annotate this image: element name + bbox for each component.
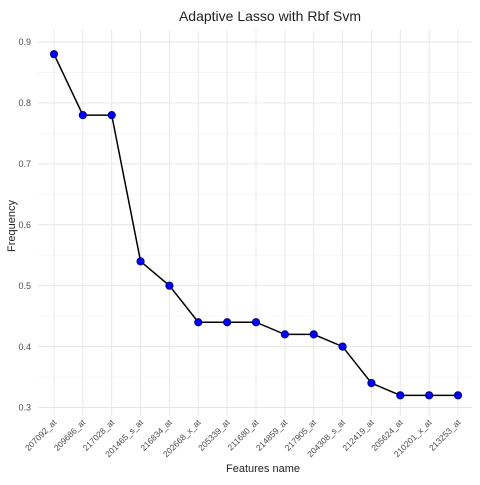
y-tick-label: 0.9 bbox=[18, 37, 31, 47]
data-point bbox=[367, 379, 376, 388]
data-point bbox=[453, 391, 463, 400]
y-tick-label: 0.3 bbox=[18, 403, 31, 413]
y-tick-label: 0.6 bbox=[18, 220, 31, 230]
y-tick-label: 0.4 bbox=[18, 342, 31, 352]
y-axis-ticks: 0.3 0.4 0.5 0.6 0.7 0.8 0.9 bbox=[18, 37, 31, 413]
data-point bbox=[425, 391, 434, 400]
data-points bbox=[49, 50, 463, 400]
grid bbox=[38, 30, 472, 416]
data-point bbox=[396, 391, 405, 400]
data-point bbox=[136, 257, 145, 266]
data-point bbox=[194, 318, 203, 327]
data-point bbox=[309, 330, 318, 339]
data-point bbox=[338, 342, 347, 351]
data-point bbox=[251, 318, 261, 327]
y-axis-title: Frequency bbox=[6, 200, 18, 252]
x-axis-title: Features name bbox=[226, 463, 300, 475]
data-point bbox=[78, 111, 87, 120]
y-tick-label: 0.8 bbox=[18, 98, 31, 108]
data-point bbox=[165, 281, 174, 290]
data-point bbox=[49, 50, 59, 59]
x-axis-ticks: 207092_at209686_at217028_at201465_s_at21… bbox=[23, 417, 463, 459]
data-point bbox=[223, 318, 232, 327]
y-tick-label: 0.7 bbox=[18, 159, 31, 169]
y-tick-label: 0.5 bbox=[18, 281, 31, 291]
data-point bbox=[280, 330, 289, 339]
x-tick-label: 213253_at bbox=[427, 417, 463, 453]
data-point bbox=[107, 111, 116, 120]
chart-title: Adaptive Lasso with Rbf Svm bbox=[179, 8, 361, 24]
